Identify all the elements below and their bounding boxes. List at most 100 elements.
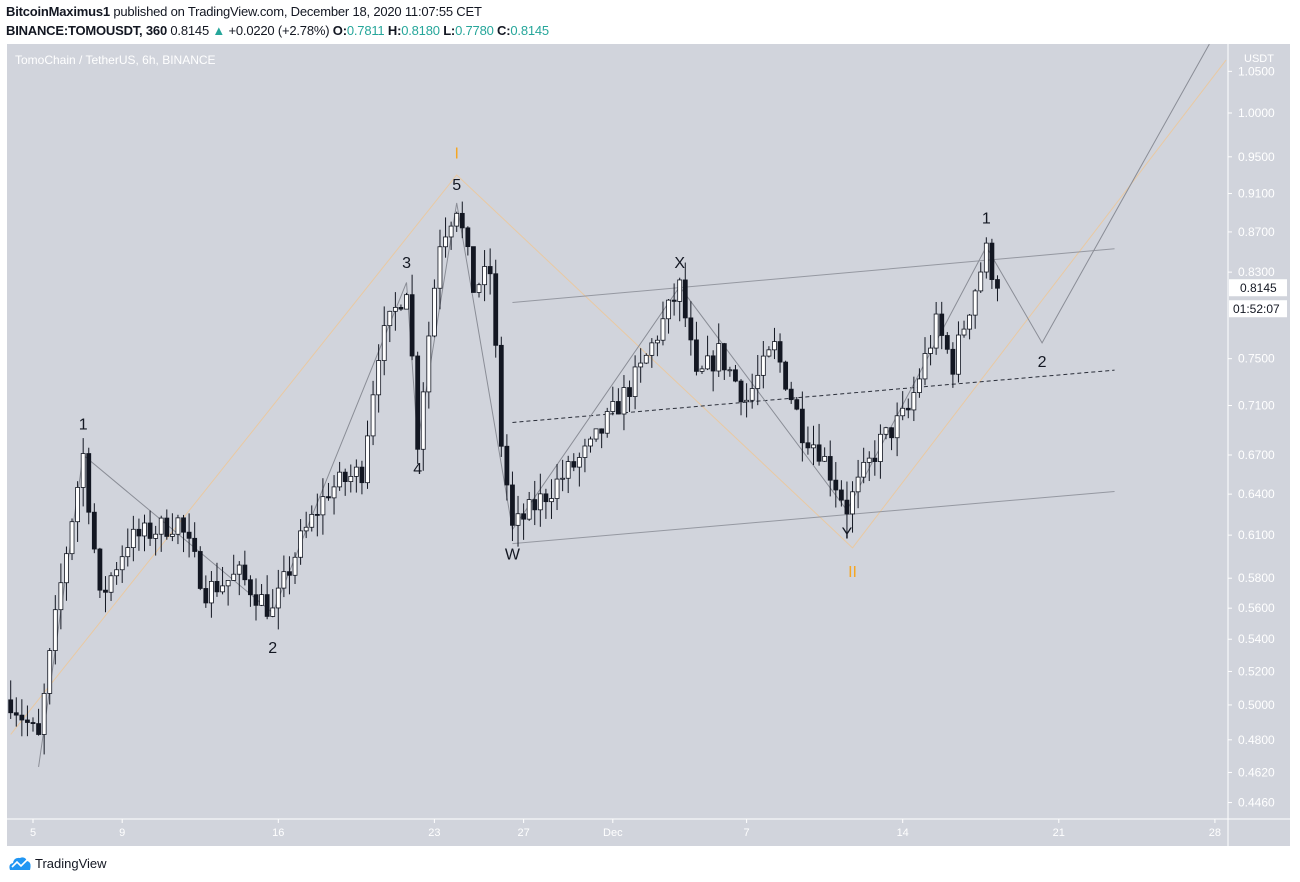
time-axis[interactable]: 5 9 16 23 27 Dec 7 14 21 28: [30, 819, 1221, 839]
candle-down: [287, 571, 292, 576]
candle-up: [353, 466, 359, 477]
candle-up: [309, 513, 315, 528]
candle-down: [944, 335, 950, 350]
candle-down: [103, 589, 108, 593]
candle-up: [381, 325, 387, 361]
wave-label: 2: [1038, 354, 1047, 371]
candle-up: [225, 580, 231, 587]
candle-up: [387, 310, 393, 327]
candle-up: [900, 407, 906, 417]
candle-down: [409, 294, 415, 357]
publish-info: BitcoinMaximus1 published on TradingView…: [6, 4, 482, 19]
candle-down: [8, 699, 14, 714]
candle-up: [208, 581, 214, 604]
price-tick-label: 0.6700: [1238, 448, 1275, 462]
channel-top-line: [512, 248, 1115, 303]
candle-down: [532, 499, 538, 511]
candle-up: [772, 341, 777, 351]
candle-up: [476, 284, 482, 293]
close-label: C:: [497, 23, 511, 38]
candle-down: [805, 442, 811, 449]
candle-down: [543, 493, 549, 503]
candle-down: [783, 361, 789, 390]
candle-up: [850, 491, 855, 515]
candle-up: [443, 236, 448, 248]
candle-up: [593, 428, 599, 440]
candle-down: [571, 461, 577, 468]
candle-up: [220, 585, 225, 593]
candle-up: [699, 368, 705, 372]
wave-label: X: [674, 255, 685, 272]
candle-down: [671, 299, 677, 302]
candle-up: [660, 318, 666, 341]
candle-up: [69, 521, 75, 555]
candle-up: [643, 354, 649, 364]
candle-up: [716, 343, 722, 372]
candle-up: [766, 349, 772, 357]
price-chart[interactable]: TomoChain / TetherUS, 6h, BINANCE USDT 1…: [7, 44, 1290, 846]
candle-up: [47, 650, 53, 694]
price-tick-label: 0.9500: [1238, 150, 1275, 164]
candle-up: [894, 415, 900, 439]
price-tick-label: 0.4800: [1238, 733, 1275, 747]
candle-down: [342, 471, 348, 482]
candle-down: [25, 719, 30, 723]
candle-up: [956, 334, 961, 375]
candle-down: [91, 511, 97, 550]
candle-down: [989, 242, 995, 280]
candle-up: [866, 457, 872, 463]
time-tick-label: 5: [30, 827, 36, 839]
candle-up: [655, 339, 660, 344]
candle-up: [114, 569, 120, 577]
orange-wave-line: [10, 59, 1227, 735]
candle-up: [917, 378, 922, 393]
channel-bottom-line: [512, 490, 1115, 545]
author[interactable]: BitcoinMaximus1: [6, 4, 110, 19]
candle-up: [376, 360, 382, 396]
last-price-box: [1229, 279, 1287, 297]
close-value: 0.8145: [510, 23, 549, 38]
candle-up: [727, 369, 733, 372]
candle-down: [147, 522, 153, 539]
candle-down: [253, 594, 259, 606]
candle-down: [688, 317, 694, 341]
candle-up: [259, 594, 264, 606]
candle-down: [136, 528, 142, 537]
candle-up: [392, 307, 398, 312]
candles: [8, 201, 1000, 755]
price-tick-label: 0.8300: [1238, 265, 1275, 279]
candle-up: [404, 294, 409, 310]
candle-up: [822, 456, 828, 462]
candle-up: [58, 582, 64, 611]
currency-label: USDT: [1244, 53, 1274, 65]
price-axis[interactable]: 1.0500 1.0000 0.9500 0.9100 0.8700 0.8300 0.75…: [1228, 64, 1275, 810]
candle-down: [905, 407, 911, 411]
candle-up: [142, 522, 147, 537]
candle-up: [632, 366, 638, 397]
candle-down: [777, 341, 783, 363]
candle-up: [861, 461, 867, 478]
countdown-box: [1229, 300, 1287, 318]
candle-up: [755, 374, 761, 389]
candle-up: [560, 477, 566, 480]
candle-up: [125, 547, 131, 558]
candle-up: [370, 394, 376, 437]
open-label: O:: [332, 23, 347, 38]
candle-up: [153, 533, 159, 539]
wave-label: 4: [413, 461, 422, 478]
wave-label: 5: [452, 177, 461, 194]
candle-up: [928, 347, 933, 354]
candle-up: [108, 575, 114, 593]
candle-up: [270, 607, 276, 617]
candle-up: [80, 453, 86, 488]
candle-up: [911, 392, 917, 411]
candle-up: [515, 513, 521, 526]
candle-down: [203, 588, 209, 604]
wave-label: W: [505, 547, 521, 564]
candle-up: [967, 314, 972, 330]
time-tick-label: 14: [897, 827, 909, 839]
candle-up: [303, 526, 309, 532]
candle-down: [242, 564, 248, 581]
tradingview-watermark[interactable]: TradingView: [8, 855, 107, 871]
price-tick-label: 0.4620: [1238, 765, 1275, 779]
